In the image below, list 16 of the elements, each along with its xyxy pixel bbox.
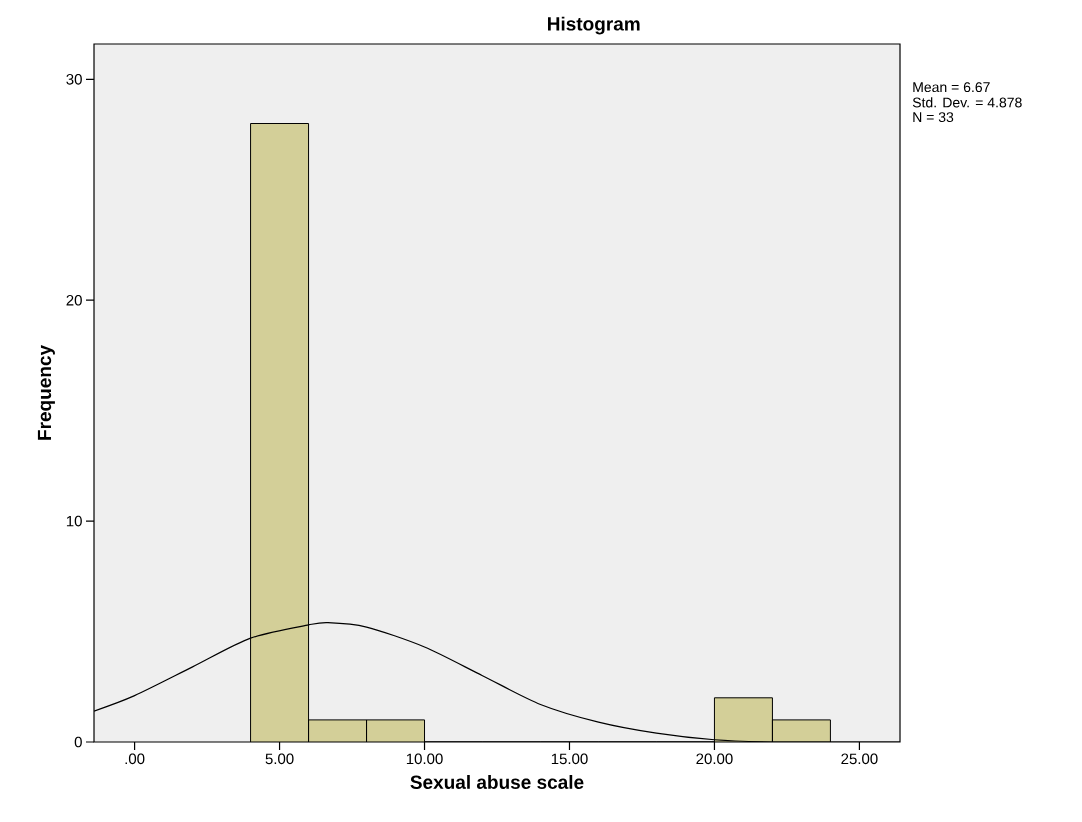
x-axis-title: Sexual abuse scale bbox=[410, 775, 584, 789]
x-tick-label: 10.00 bbox=[406, 753, 443, 765]
y-tick-label: 20 bbox=[66, 294, 82, 306]
x-tick-label: 5.00 bbox=[265, 753, 294, 765]
chart-title: Histogram bbox=[548, 16, 640, 35]
y-axis-title: Frequency bbox=[37, 345, 55, 440]
y-tick-label: 10 bbox=[66, 515, 82, 527]
text: Std. Dev. = 4.878 bbox=[912, 97, 1022, 108]
x-tick-label: 20.00 bbox=[696, 753, 733, 765]
text: Mean = 6.67 bbox=[913, 82, 990, 93]
x-tick-label: .00 bbox=[125, 753, 145, 765]
x-tick-label: 15.00 bbox=[551, 753, 588, 765]
text: N = 33 bbox=[913, 112, 954, 123]
x-tick-label: 25.00 bbox=[841, 753, 878, 765]
y-tick-label: 30 bbox=[66, 74, 82, 85]
y-tick-label: 0 bbox=[74, 736, 82, 748]
